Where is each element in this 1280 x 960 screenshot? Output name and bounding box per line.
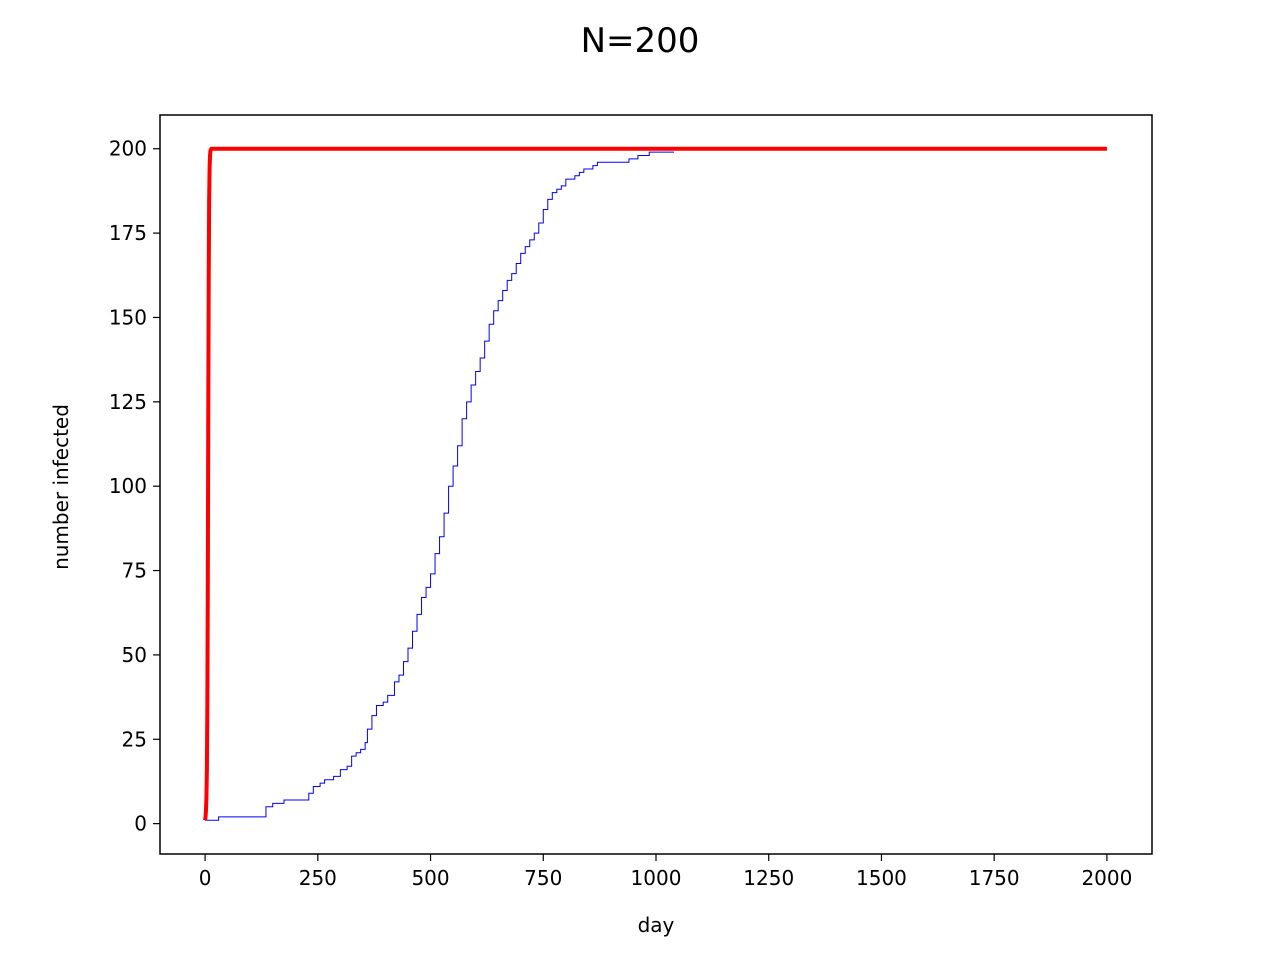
y-tick-label: 0 (134, 812, 147, 836)
tick-layer: 0 250 500 750 1000 1250 1500 1750 2000 0 25 50 75 100… (109, 137, 1133, 890)
x-tick-label: 250 (299, 866, 337, 890)
y-tick-label: 200 (109, 137, 147, 161)
x-tick-label: 1250 (743, 866, 794, 890)
y-axis-label: number infected (49, 404, 73, 570)
x-axis-label: day (638, 913, 675, 937)
axes-frame (159, 114, 1153, 855)
x-tick-label: 500 (411, 866, 449, 890)
x-tick-label: 1000 (631, 866, 682, 890)
series-line-model (203, 146, 1107, 821)
y-tick-label: 100 (109, 474, 147, 498)
y-tick-label: 150 (109, 305, 147, 329)
x-tick-label: 2000 (1081, 866, 1132, 890)
chart-title: N=200 (581, 21, 700, 61)
y-tick-label: 25 (122, 727, 147, 751)
y-tick-label: 175 (109, 221, 147, 245)
x-tick-label: 750 (524, 866, 562, 890)
x-tick-label: 1750 (969, 866, 1020, 890)
y-tick-label: 50 (122, 643, 147, 667)
series-line-observed (205, 151, 675, 821)
x-tick-label: 0 (199, 866, 212, 890)
plot-area (203, 146, 1107, 821)
y-tick-label: 125 (109, 390, 147, 414)
x-tick-label: 1500 (856, 866, 907, 890)
y-tick-label: 75 (122, 559, 147, 583)
